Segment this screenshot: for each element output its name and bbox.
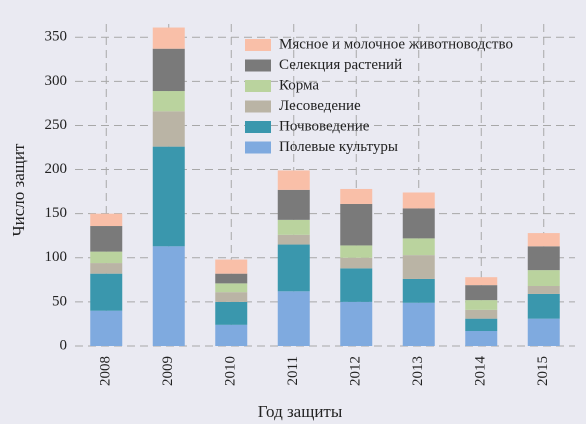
bar-segment <box>152 146 185 247</box>
y-tick-label: 200 <box>45 161 68 177</box>
y-tick-label: 300 <box>45 73 68 89</box>
bar-segment <box>152 246 185 346</box>
bar-segment <box>527 270 560 287</box>
x-tick-label: 2010 <box>223 356 239 386</box>
bar-segment <box>465 309 498 319</box>
y-tick-label: 250 <box>45 117 68 133</box>
y-tick-label: 150 <box>45 205 68 221</box>
y-tick-label: 50 <box>52 293 67 309</box>
bar-segment <box>152 111 185 147</box>
bar-segment <box>527 293 560 319</box>
bar-segment <box>277 189 310 220</box>
y-tick-label: 0 <box>60 337 68 353</box>
bar-segment <box>340 188 373 204</box>
x-tick-label: 2013 <box>410 356 426 386</box>
bar-segment <box>527 246 560 271</box>
bar-segment <box>90 213 123 227</box>
bar-segment <box>527 233 560 247</box>
bar-segment <box>465 318 498 332</box>
x-tick-label: 2008 <box>98 356 114 386</box>
y-axis-label: Число защит <box>9 143 28 236</box>
legend-swatch <box>245 59 271 72</box>
legend-label: Почвоведение <box>279 118 370 134</box>
bar-segment <box>277 291 310 346</box>
bar-segment <box>402 278 435 303</box>
bar-segment <box>465 331 498 346</box>
bar-segment <box>152 27 185 49</box>
legend-label: Селекция растений <box>279 57 402 73</box>
bar-segment <box>340 301 373 346</box>
bar-segment <box>215 292 248 302</box>
bar-segment <box>340 257 373 269</box>
bar-segment <box>527 318 560 346</box>
bar-segment <box>215 301 248 325</box>
bar-segment <box>340 268 373 302</box>
bar-segment <box>277 234 310 245</box>
legend-swatch <box>245 100 271 113</box>
x-tick-label: 2009 <box>160 356 176 386</box>
bar-segment <box>340 245 373 258</box>
bar-segment <box>90 226 123 252</box>
bar-segment <box>215 324 248 346</box>
x-tick-label: 2011 <box>285 356 301 385</box>
legend-swatch <box>245 141 271 154</box>
bar-segment <box>402 238 435 256</box>
legend-swatch <box>245 80 271 92</box>
x-tick-label: 2015 <box>535 356 551 386</box>
bar-segment <box>215 259 248 274</box>
y-tick-label: 100 <box>45 249 68 265</box>
bar-segment <box>90 273 123 311</box>
bar-segment <box>402 302 435 346</box>
legend-label: Корма <box>279 77 319 93</box>
bar-segment <box>90 263 123 274</box>
bar-segment <box>402 192 435 209</box>
x-axis-label: Год защиты <box>258 402 343 421</box>
legend-label: Полевые культуры <box>279 139 398 155</box>
bar-segment <box>215 273 248 284</box>
bar-segment <box>465 300 498 310</box>
x-tick-label: 2014 <box>473 356 489 387</box>
bar-segment <box>465 285 498 301</box>
legend-label: Мясное и молочное животноводство <box>279 36 513 52</box>
bar-segment <box>215 283 248 293</box>
bar-segment <box>402 208 435 239</box>
y-tick-label: 350 <box>45 29 68 45</box>
legend-label: Лесоведение <box>279 98 361 114</box>
bar-segment <box>90 310 123 346</box>
bar-segment <box>277 170 310 190</box>
bar-segment <box>465 277 498 286</box>
bar-segment <box>277 219 310 235</box>
bar-segment <box>402 255 435 279</box>
bar-segment <box>152 91 185 112</box>
bar-segment <box>277 244 310 292</box>
bar-segment <box>340 203 373 246</box>
bar-segment <box>90 251 123 264</box>
legend-swatch <box>245 121 271 133</box>
bar-segment <box>527 286 560 294</box>
bar-segment <box>152 48 185 92</box>
x-tick-label: 2012 <box>348 356 364 386</box>
legend-swatch <box>245 39 271 51</box>
